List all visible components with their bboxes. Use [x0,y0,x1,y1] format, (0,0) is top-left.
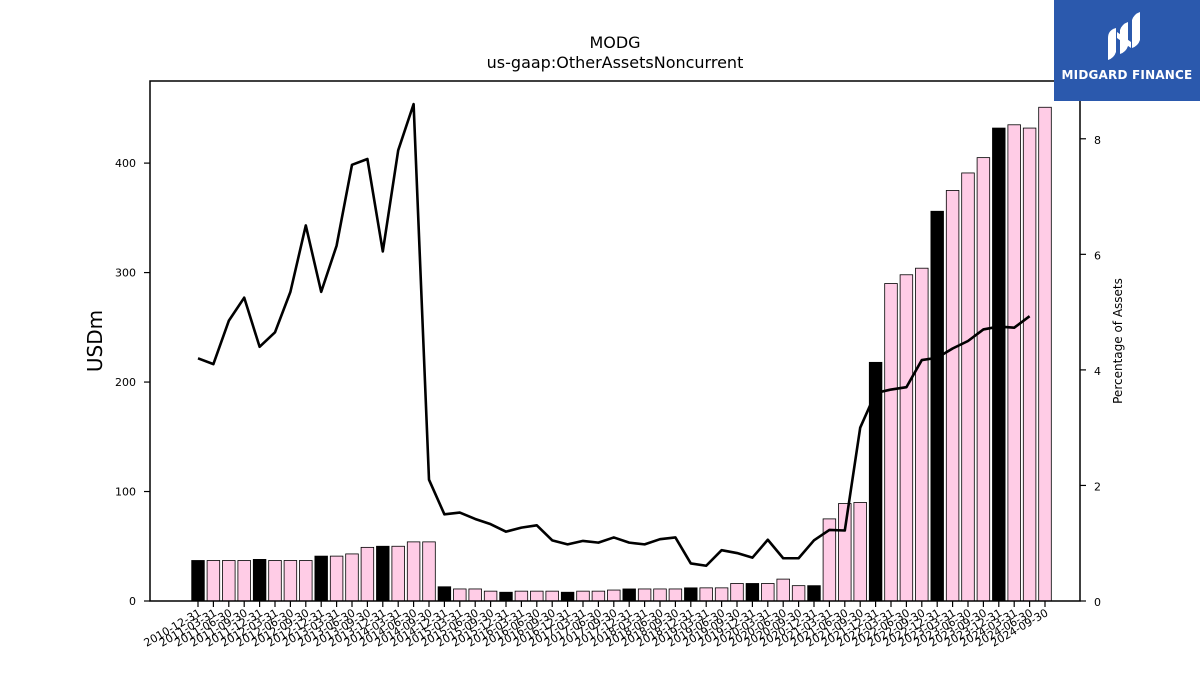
bar-2015-09-30 [483,590,498,602]
plot-frame [149,80,1081,602]
bar-2023-03-31 [945,190,960,602]
bar-2013-06-30 [345,553,359,602]
y2-tick-label: 4 [1094,365,1101,378]
y2-axis-label: Percentage of Assets [1111,278,1125,404]
bar-2015-03-31 [453,588,467,602]
bar-2018-09-30 [668,588,683,602]
bar-2015-06-30 [468,588,482,602]
bar-2018-03-31 [637,588,652,602]
bar-2012-09-30 [299,560,313,602]
y-tick-label: 300 [115,267,136,280]
bar-2016-06-30 [530,590,544,602]
bar-2024-06-30 [1022,127,1037,602]
bar-2017-06-30 [591,590,606,602]
bar-2018-06-30 [653,588,667,602]
bar-2012-03-31 [268,560,282,602]
y-tick-label: 100 [115,486,136,499]
y2-tick-label: 6 [1094,249,1101,262]
bar-2024-09-30 [1038,106,1052,602]
y-axis-label: USDm [83,310,107,372]
chart-subtitle: us-gaap:OtherAssetsNoncurrent [487,53,744,72]
bar-2013-09-30 [360,546,375,602]
bar-2011-03-31 [206,560,221,602]
bar-2019-03-31 [699,587,713,602]
bar-2020-12-31 [807,585,821,602]
bar-2024-03-31 [1007,124,1021,602]
bar-2017-03-31 [576,590,590,602]
chart-title: MODG [589,33,640,52]
bar-2023-09-30 [976,157,991,602]
brand-name: MIDGARD FINANCE [1061,68,1193,82]
bar-2019-12-31 [745,583,760,602]
bar-2012-06-30 [283,560,298,602]
y2-tick-label: 0 [1094,596,1101,609]
bar-series [191,106,1052,602]
bar-2017-12-31 [622,588,636,602]
y2-tick-label: 8 [1094,134,1101,147]
y-tick-label: 0 [129,595,136,608]
bar-2012-12-31 [314,555,328,602]
percentage-line-series [197,102,1031,568]
bar-2014-06-30 [406,541,421,602]
bar-2013-12-31 [376,545,390,602]
percentage-line [197,102,1031,568]
bar-2010-12-31 [191,560,205,602]
bar-2023-12-31 [992,127,1006,602]
bar-2011-12-31 [252,559,267,602]
bar-2020-03-31 [761,583,775,602]
bar-2022-09-30 [915,267,929,602]
bar-2011-06-30 [222,560,236,602]
bar-2022-06-30 [899,274,914,602]
bar-2015-12-31 [499,591,513,602]
bar-2013-03-31 [329,555,344,602]
y-tick-label: 400 [115,157,136,170]
bar-2016-03-31 [514,590,529,602]
y2-tick-label: 2 [1094,480,1101,493]
bar-2020-09-30 [791,585,806,602]
brand-logo: MIDGARD FINANCE [1054,0,1200,101]
bar-2019-09-30 [730,583,744,602]
bar-2021-06-30 [838,503,852,602]
bar-2020-06-30 [776,578,790,602]
bar-2017-09-30 [607,589,621,602]
bar-2019-06-30 [714,587,729,602]
bar-2016-12-31 [560,591,575,602]
bar-2022-03-31 [884,283,898,602]
y-tick-label: 200 [115,376,136,389]
bar-2014-03-31 [391,545,405,602]
bar-2022-12-31 [930,210,944,602]
bar-2023-06-30 [961,172,975,602]
midgard-logo-icon [1108,12,1140,60]
bar-2011-09-30 [237,560,251,602]
bar-2016-09-30 [545,590,559,602]
bar-2014-09-30 [422,541,436,602]
bar-2018-12-31 [684,587,698,602]
bar-2014-12-31 [437,586,452,602]
bar-2021-12-31 [868,361,883,602]
bar-2021-09-30 [853,502,867,602]
